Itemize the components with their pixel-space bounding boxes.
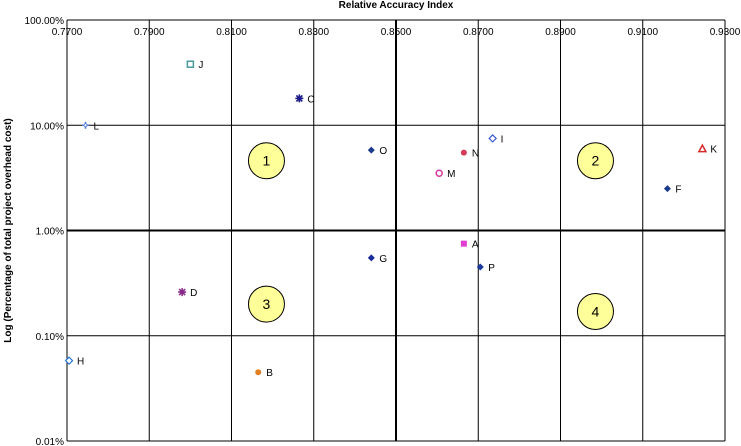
y-tick-label: 0.01%: [36, 437, 64, 446]
data-point-marker: [255, 369, 262, 376]
data-point-marker: [367, 254, 375, 262]
data-point-label: F: [675, 185, 681, 196]
data-point-marker: [178, 288, 187, 297]
data-point-label: J: [198, 60, 203, 71]
data-point-marker: [697, 143, 708, 153]
x-tick-label: 0.8700: [463, 27, 494, 38]
data-point-marker-center: [83, 123, 88, 128]
y-axis-title: Log (Percentage of total project overhea…: [3, 118, 14, 342]
data-point-marker: [64, 356, 74, 365]
data-point-o: O: [367, 146, 387, 157]
x-tick-label: 0.8500: [381, 27, 412, 38]
data-point-label: P: [488, 263, 495, 274]
data-point-a: A: [460, 240, 479, 251]
data-point-marker: [476, 263, 484, 271]
y-axis-ticks: 0.01% 0.10% 1.00% 10.00% 100.00%: [25, 16, 65, 446]
data-point-b: B: [255, 368, 273, 379]
data-point-label: C: [307, 94, 314, 105]
data-point-label: H: [77, 357, 84, 368]
data-point-marker: [460, 240, 467, 247]
data-points: J C L O I N M K F A G P D H B: [64, 60, 717, 379]
data-point-d: D: [178, 288, 197, 299]
x-tick-label: 0.7900: [134, 27, 165, 38]
data-point-i: I: [488, 134, 504, 145]
data-point-c: C: [295, 94, 315, 105]
data-point-p: P: [476, 263, 495, 274]
quadrant-label: 3: [263, 296, 271, 312]
quadrant-label: 2: [592, 153, 600, 169]
x-tick-label: 0.8900: [545, 27, 576, 38]
x-tick-label: 0.7700: [52, 27, 83, 38]
data-point-label: L: [94, 121, 100, 132]
x-axis-title: Relative Accuracy Index: [339, 0, 454, 11]
data-point-f: F: [663, 185, 682, 196]
data-point-j: J: [186, 60, 203, 71]
data-point-marker: [488, 134, 497, 143]
x-tick-label: 0.9300: [710, 27, 741, 38]
data-point-label: B: [266, 368, 273, 379]
data-point-label: A: [472, 240, 479, 251]
data-point-label: D: [190, 288, 197, 299]
data-point-marker: [663, 185, 671, 193]
data-point-marker: [435, 169, 443, 177]
data-point-l: L: [82, 121, 100, 132]
quadrant-marker: [247, 285, 285, 323]
y-tick-label: 0.10%: [36, 332, 64, 343]
data-point-m: M: [435, 169, 456, 180]
y-tick-label: 10.00%: [30, 121, 64, 132]
x-axis-ticks: 0.7700 0.7900 0.8100 0.8300 0.8500 0.8700 0.89…: [52, 27, 741, 38]
data-point-marker: [186, 60, 195, 68]
data-point-label: M: [447, 169, 455, 180]
x-tick-label: 0.9100: [627, 27, 658, 38]
x-tick-label: 0.8100: [216, 27, 247, 38]
data-point-label: G: [379, 254, 387, 265]
quadrant-label: 1: [263, 153, 271, 169]
quadrant-label: 4: [592, 303, 600, 319]
data-point-label: I: [501, 134, 504, 145]
data-point-marker: [367, 146, 375, 154]
quadrant-labels: 1 2 3 4: [247, 142, 614, 330]
data-point-label: O: [379, 146, 387, 157]
y-tick-label: 100.00%: [25, 16, 65, 27]
x-tick-label: 0.8300: [298, 27, 329, 38]
data-point-k: K: [697, 143, 717, 156]
data-point-label: K: [710, 145, 717, 156]
data-point-n: N: [460, 149, 479, 160]
quadrant-marker: [576, 142, 614, 180]
data-point-marker: [460, 149, 467, 156]
data-point-label: N: [472, 149, 479, 160]
grid: [66, 19, 726, 442]
data-point-marker: [295, 94, 304, 103]
quadrant-marker: [576, 292, 614, 330]
data-point-g: G: [367, 254, 387, 265]
data-point-h: H: [64, 356, 84, 368]
y-tick-label: 1.00%: [36, 227, 64, 238]
quadrant-marker: [247, 142, 285, 180]
